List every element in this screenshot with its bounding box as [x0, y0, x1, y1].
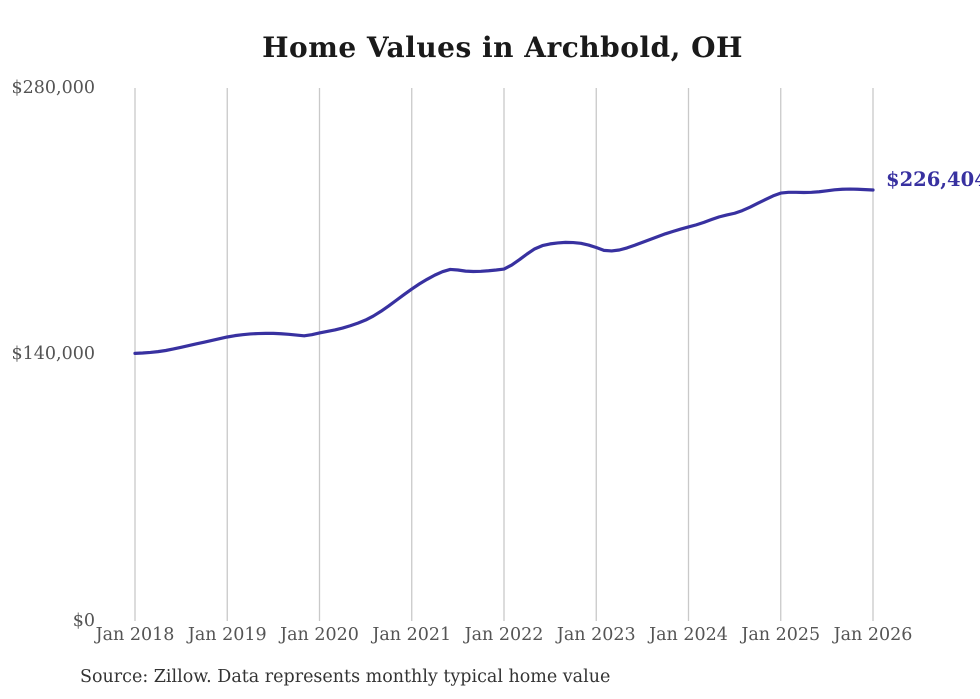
x-axis-tick-jan-2020: Jan 2020: [280, 625, 359, 645]
home-value-line-series: [133, 187, 875, 355]
chart-title: Home Values in Archbold, OH: [262, 31, 743, 64]
x-axis-tick-jan-2018: Jan 2018: [95, 625, 175, 645]
vertical-gridlines: [134, 88, 874, 621]
y-axis-tick-140000: $140,000: [11, 344, 95, 364]
y-axis-tick-0: $0: [72, 610, 95, 631]
y-axis-tick-280000: $280,000: [11, 77, 95, 98]
x-axis-tick-jan-2019: Jan 2019: [187, 625, 267, 645]
x-axis-tick-jan-2021: Jan 2021: [372, 625, 452, 645]
latest-value-label: $226,404: [886, 168, 980, 191]
x-axis-tick-jan-2023: Jan 2023: [556, 625, 636, 645]
x-axis-tick-jan-2022: Jan 2022: [464, 625, 544, 645]
x-axis-tick-jan-2024: Jan 2024: [649, 625, 728, 645]
source-attribution: Source: Zillow. Data represents monthly …: [80, 667, 611, 687]
x-axis-tick-jan-2026: Jan 2026: [833, 625, 913, 645]
x-axis-tick-jan-2025: Jan 2025: [741, 625, 821, 645]
